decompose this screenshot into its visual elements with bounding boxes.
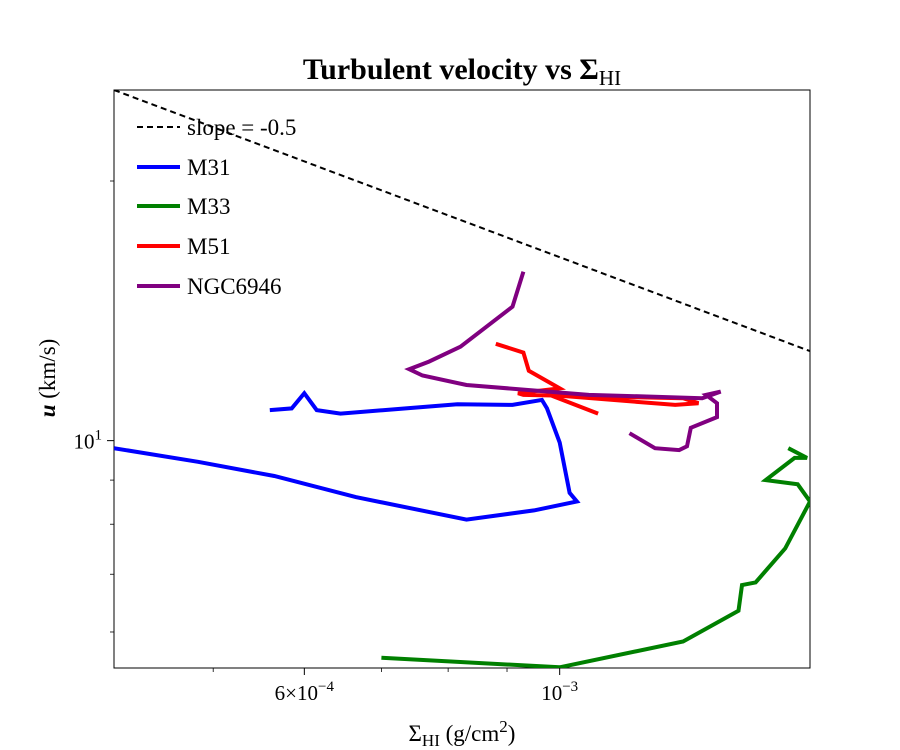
x-axis-label-unit: (g/cm (440, 721, 500, 746)
series-line-m33 (381, 446, 810, 668)
x-tick-label: 10−3 (541, 679, 578, 705)
reference-line-slope (114, 90, 810, 353)
y-tick-label-exponent: 1 (95, 428, 103, 444)
chart-title-subscript: HI (599, 66, 621, 90)
series-line-m51 (495, 341, 700, 416)
y-axis-label-symbol: u (35, 404, 60, 417)
y-tick-label: 101 (74, 428, 103, 454)
x-tick-label-mantissa: 6×10 (275, 681, 318, 705)
legend-label-m31: M31 (187, 155, 230, 180)
x-axis-label-unit-sup: 2 (499, 717, 508, 736)
legend: slope = -0.5 M31 M33 M51 NGC6946 (137, 115, 296, 299)
y-tick-label-mantissa: 10 (74, 430, 95, 454)
x-axis-label-unit-end: ) (508, 721, 516, 746)
x-axis-label-subscript: HI (422, 731, 440, 750)
series-line-ngc6946 (404, 271, 722, 453)
chart-title-main: Turbulent velocity vs Σ (303, 53, 599, 86)
legend-label-slope: slope = -0.5 (187, 115, 296, 140)
legend-label-m33: M33 (187, 194, 230, 219)
plot-frame (113, 89, 811, 669)
y-axis-label: u (km/s) (35, 339, 60, 418)
x-axis-label: ΣHI (g/cm2) (409, 717, 516, 750)
x-axis-label-symbol: Σ (409, 721, 422, 746)
x-tick-label-mantissa: 10 (541, 681, 562, 705)
chart-title: Turbulent velocity vs ΣHI (303, 53, 621, 90)
series-layer (114, 90, 810, 668)
x-tick-label: 6×10−4 (275, 679, 335, 705)
x-tick-label-exponent: −3 (562, 679, 578, 695)
legend-label-m51: M51 (187, 234, 230, 259)
legend-label-ngc6946: NGC6946 (187, 274, 282, 299)
series-line-m31 (114, 389, 581, 522)
x-tick-label-exponent: −4 (318, 679, 334, 695)
y-axis-label-unit: (km/s) (35, 339, 60, 405)
plot-area (114, 90, 810, 668)
